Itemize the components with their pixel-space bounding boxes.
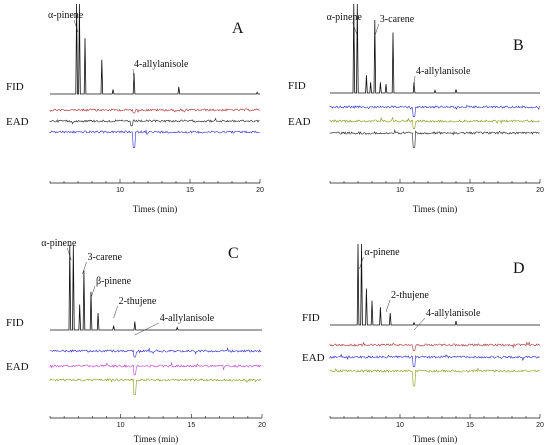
- ead-trace: [329, 116, 540, 130]
- ead-trace: [329, 341, 540, 351]
- peak-label: α-pinene: [364, 247, 400, 258]
- x-tick-label: 10: [117, 422, 125, 429]
- fid-label: FID: [302, 312, 320, 324]
- panel-D: D FID EAD α-pinene 2-thujene 4-allylanisole 10…: [302, 243, 544, 444]
- x-tick-label: 20: [536, 422, 544, 429]
- ead-label: EAD: [288, 116, 311, 128]
- ead-trace: [329, 129, 540, 148]
- peak-leader: [374, 23, 380, 37]
- x-tick-label: 15: [466, 422, 474, 429]
- fid-trace: [330, 243, 540, 326]
- ead-label: EAD: [302, 352, 325, 364]
- ead-trace: [329, 104, 540, 117]
- fid-trace: [330, 3, 540, 94]
- x-tick-label: 10: [396, 187, 404, 194]
- peak-leader: [90, 285, 96, 299]
- fid-trace: [50, 3, 260, 95]
- peak-leader: [132, 68, 135, 82]
- fid-label: FID: [6, 317, 24, 329]
- ead-trace: [49, 361, 262, 375]
- panel-C: C FID EAD α-pinene 3-carene β-pinene 2-thujene…: [6, 238, 266, 444]
- svg-text:10: 10: [396, 422, 404, 429]
- peak-leader: [359, 256, 364, 270]
- x-tick-label: 15: [187, 422, 195, 429]
- fid-label: FID: [6, 81, 24, 93]
- ead-label: EAD: [6, 116, 29, 128]
- panel-letter: A: [232, 20, 244, 37]
- ead-trace: [49, 346, 262, 358]
- ead-label: EAD: [6, 361, 29, 373]
- peak-label: β-pinene: [96, 276, 132, 287]
- x-axis-label: Times (min): [134, 434, 178, 444]
- ead-trace: [49, 378, 262, 395]
- peak-label: 4-allylanisole: [426, 308, 481, 319]
- svg-text:15: 15: [187, 422, 195, 429]
- peak-leader: [82, 261, 87, 275]
- peak-label: α-pinene: [48, 10, 84, 21]
- peak-leader: [73, 19, 79, 33]
- peak-leader: [134, 322, 159, 336]
- x-tick-label: 20: [258, 422, 266, 429]
- x-axis-label: Times (min): [133, 204, 177, 214]
- peak-leader: [66, 247, 72, 261]
- peak-label: α-pinene: [41, 238, 77, 249]
- ead-trace: [329, 367, 540, 387]
- svg-text:20: 20: [256, 187, 264, 194]
- svg-text:15: 15: [186, 187, 194, 194]
- fid-trace: [50, 244, 262, 331]
- ead-trace: [49, 129, 260, 148]
- x-tick-label: 20: [536, 187, 544, 194]
- ead-trace: [329, 353, 540, 367]
- x-tick-label: 10: [116, 187, 124, 194]
- peak-label: 4-allylanisole: [160, 313, 215, 324]
- panel-letter: B: [513, 37, 524, 54]
- svg-text:20: 20: [536, 422, 544, 429]
- peak-leader: [413, 317, 426, 331]
- peak-label: 2-thujene: [391, 290, 429, 301]
- x-tick-label: 20: [256, 187, 264, 194]
- x-tick-label: 15: [466, 187, 474, 194]
- peak-leader: [385, 299, 391, 313]
- panel-B: B FID EAD α-pinene 3-carene 4-allylanisole 10 1…: [288, 3, 544, 214]
- svg-text:20: 20: [258, 422, 266, 429]
- panel-A: A FID EAD α-pinene 4-allylanisole 10 15 20 Times…: [6, 3, 264, 214]
- peak-label: 3-carene: [88, 252, 123, 263]
- peak-label: 4-allylanisole: [134, 59, 189, 70]
- svg-text:15: 15: [466, 422, 474, 429]
- peak-leader: [352, 21, 357, 35]
- x-tick-label: 15: [186, 187, 194, 194]
- x-tick-label: 10: [396, 422, 404, 429]
- peak-leader: [413, 75, 416, 89]
- svg-text:20: 20: [536, 187, 544, 194]
- ead-trace: [49, 117, 260, 127]
- x-axis-label: Times (min): [413, 434, 457, 444]
- panel-letter: D: [513, 260, 525, 277]
- peak-label: 2-thujene: [119, 296, 157, 307]
- peak-leader: [113, 305, 118, 319]
- svg-text:10: 10: [117, 422, 125, 429]
- fid-label: FID: [288, 80, 306, 92]
- svg-text:10: 10: [116, 187, 124, 194]
- ead-trace: [49, 108, 260, 114]
- svg-text:10: 10: [396, 187, 404, 194]
- peak-label: 4-allylanisole: [416, 66, 471, 77]
- x-axis-label: Times (min): [413, 204, 457, 214]
- peak-label: 3-carene: [380, 14, 415, 25]
- svg-text:15: 15: [466, 187, 474, 194]
- peak-label: α-pinene: [327, 12, 363, 23]
- panel-letter: C: [228, 245, 239, 262]
